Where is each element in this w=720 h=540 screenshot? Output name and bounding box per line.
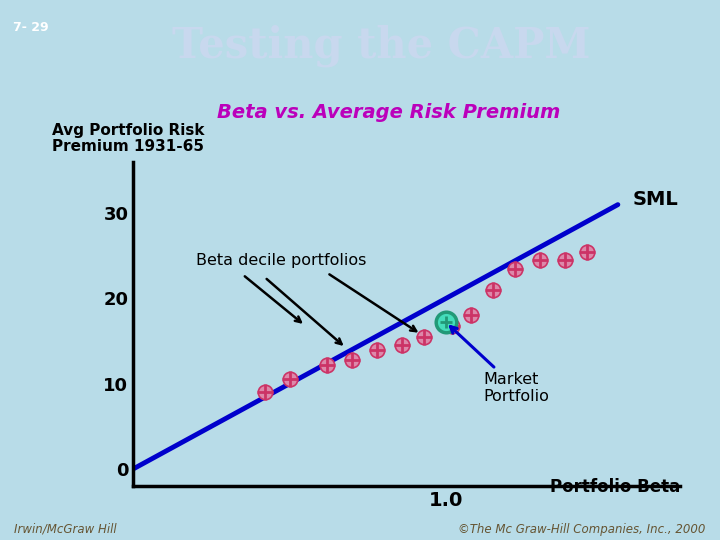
Point <box>346 355 358 364</box>
Point <box>440 318 451 327</box>
Point <box>509 264 521 273</box>
Text: Avg Portfolio Risk: Avg Portfolio Risk <box>52 123 204 138</box>
Point <box>258 388 270 396</box>
Point <box>396 341 408 349</box>
Point <box>465 311 477 320</box>
Text: Irwin/McGraw Hill: Irwin/McGraw Hill <box>14 523 117 536</box>
Point <box>559 256 570 265</box>
Point <box>321 361 333 369</box>
Point <box>446 321 458 330</box>
Point <box>396 341 408 349</box>
Point <box>321 361 333 369</box>
Text: Beta decile portfolios: Beta decile portfolios <box>196 253 366 267</box>
Text: ©The Mc Graw-Hill Companies, Inc., 2000: ©The Mc Graw-Hill Companies, Inc., 2000 <box>458 523 706 536</box>
Point <box>581 247 593 256</box>
Text: Testing the CAPM: Testing the CAPM <box>172 24 591 66</box>
Text: 7- 29: 7- 29 <box>13 21 48 34</box>
Text: Portfolio Beta: Portfolio Beta <box>550 478 680 496</box>
Point <box>465 311 477 320</box>
Point <box>440 318 451 327</box>
Point <box>559 256 570 265</box>
Point <box>534 256 546 265</box>
Point <box>534 256 546 265</box>
Text: SML: SML <box>632 190 678 209</box>
Point <box>418 333 430 341</box>
Point <box>509 264 521 273</box>
Text: Premium 1931-65: Premium 1931-65 <box>52 139 204 154</box>
Point <box>346 355 358 364</box>
Point <box>372 345 383 354</box>
Point <box>284 375 295 384</box>
Point <box>581 247 593 256</box>
Point <box>487 286 498 294</box>
Point <box>284 375 295 384</box>
Point <box>446 321 458 330</box>
Point <box>487 286 498 294</box>
Point <box>372 345 383 354</box>
Point <box>258 388 270 396</box>
Text: Market
Portfolio: Market Portfolio <box>451 327 549 404</box>
Point <box>418 333 430 341</box>
Text: Beta vs. Average Risk Premium: Beta vs. Average Risk Premium <box>217 103 560 122</box>
